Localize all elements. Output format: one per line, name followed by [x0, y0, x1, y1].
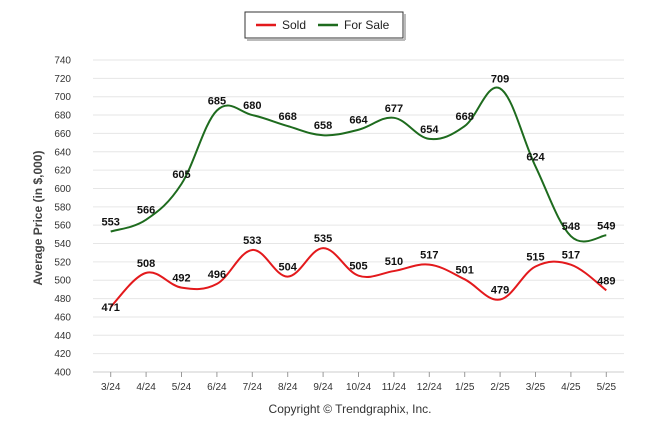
y-tick-label: 620: [54, 166, 71, 177]
data-label: 489: [597, 275, 615, 287]
y-tick-label: 740: [54, 56, 71, 67]
x-tick-label: 2/25: [490, 382, 510, 393]
y-tick-label: 420: [54, 349, 71, 360]
x-tick-label: 1/25: [455, 382, 475, 393]
copyright-footer: Copyright © Trendgraphix, Inc.: [269, 402, 432, 416]
y-tick-label: 720: [54, 74, 71, 85]
data-label: 501: [456, 264, 474, 276]
x-tick-label: 10/24: [346, 382, 371, 393]
x-tick-label: 9/24: [313, 382, 333, 393]
gridlines: [93, 59, 624, 373]
data-label: 504: [279, 262, 298, 274]
data-label: 510: [385, 256, 403, 268]
data-label: 553: [102, 217, 120, 229]
data-label: 517: [420, 250, 438, 262]
data-labels: 471 508 492 496 533 504 535 505 510 517 501 479 515 5…: [102, 73, 616, 313]
data-label: 664: [349, 115, 368, 127]
data-label: 535: [314, 233, 332, 245]
x-tick-label: 5/25: [597, 382, 617, 393]
legend: Sold For Sale: [244, 11, 406, 41]
y-tick-label: 560: [54, 221, 71, 232]
legend-label: Sold: [282, 18, 306, 32]
data-label: 505: [349, 261, 367, 273]
data-label: 515: [526, 251, 544, 263]
y-tick-label: 500: [54, 276, 71, 287]
y-axis-label: Average Price (in $,000): [31, 151, 45, 286]
y-tick-label: 520: [54, 257, 71, 268]
y-tick-label: 600: [54, 184, 71, 195]
data-label: 654: [420, 124, 439, 136]
y-tick-label: 460: [54, 312, 71, 323]
y-tick-label: 480: [54, 294, 71, 305]
data-label: 508: [137, 258, 155, 270]
y-tick-label: 540: [54, 239, 71, 250]
y-tick-label: 680: [54, 111, 71, 122]
series-line-for-sale: [110, 86, 607, 243]
data-label: 605: [172, 169, 190, 181]
y-axis-ticks: 400 420 440 460 480 500 520 540 560 580 600 620 640 6…: [54, 56, 71, 379]
y-tick-label: 400: [54, 368, 71, 379]
series-lines: [109, 86, 607, 308]
data-label: 479: [491, 285, 509, 297]
data-label: 668: [456, 111, 474, 123]
series-line-sold: [109, 247, 607, 308]
data-label: 492: [172, 273, 190, 285]
x-tick-label: 5/24: [172, 382, 192, 393]
x-tick-label: 4/24: [136, 382, 156, 393]
x-tick-label: 3/24: [101, 382, 121, 393]
y-tick-label: 640: [54, 147, 71, 158]
legend-item[interactable]: Sold: [256, 18, 306, 32]
x-tick-label: 4/25: [561, 382, 581, 393]
data-label: 685: [208, 95, 226, 107]
y-tick-label: 580: [54, 202, 71, 213]
x-tick-label: 12/24: [417, 382, 442, 393]
x-tick-label: 6/24: [207, 382, 227, 393]
data-label: 658: [314, 120, 332, 132]
data-label: 624: [526, 151, 545, 163]
data-label: 548: [562, 221, 580, 233]
x-tick-label: 11/24: [382, 382, 407, 393]
data-label: 549: [597, 220, 615, 232]
legend-label: For Sale: [344, 18, 390, 32]
x-axis-ticks: 3/24 4/24 5/24 6/24 7/24 8/24 9/24 10/24 11/24 12…: [101, 372, 617, 393]
data-label: 517: [562, 250, 580, 262]
data-label: 496: [208, 269, 226, 281]
data-label: 533: [243, 235, 261, 247]
data-label: 668: [279, 111, 297, 123]
data-label: 709: [491, 73, 509, 85]
data-label: 677: [385, 103, 403, 115]
y-tick-label: 660: [54, 129, 71, 140]
data-label: 680: [243, 100, 261, 112]
x-tick-label: 3/25: [526, 382, 546, 393]
data-label: 566: [137, 205, 155, 217]
x-tick-label: 8/24: [278, 382, 298, 393]
x-tick-label: 7/24: [243, 382, 263, 393]
data-label: 471: [102, 302, 120, 314]
legend-item[interactable]: For Sale: [318, 18, 390, 32]
y-tick-label: 440: [54, 331, 71, 342]
y-tick-label: 700: [54, 92, 71, 103]
